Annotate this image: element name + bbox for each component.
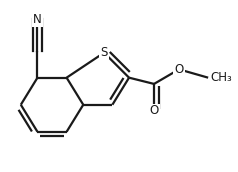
Text: S: S xyxy=(100,46,108,59)
Text: N: N xyxy=(33,13,42,26)
Text: O: O xyxy=(174,63,184,76)
Text: O: O xyxy=(149,104,159,117)
Text: CH₃: CH₃ xyxy=(210,71,232,84)
